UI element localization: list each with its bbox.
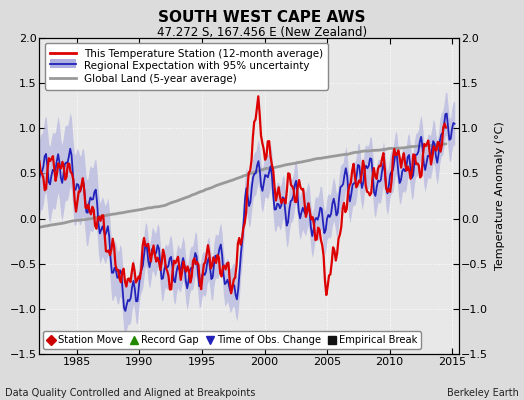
Y-axis label: Temperature Anomaly (°C): Temperature Anomaly (°C)	[495, 122, 505, 270]
Legend: Station Move, Record Gap, Time of Obs. Change, Empirical Break: Station Move, Record Gap, Time of Obs. C…	[43, 331, 421, 349]
Text: 47.272 S, 167.456 E (New Zealand): 47.272 S, 167.456 E (New Zealand)	[157, 26, 367, 39]
Text: Berkeley Earth: Berkeley Earth	[447, 388, 519, 398]
Text: Data Quality Controlled and Aligned at Breakpoints: Data Quality Controlled and Aligned at B…	[5, 388, 256, 398]
Text: SOUTH WEST CAPE AWS: SOUTH WEST CAPE AWS	[158, 10, 366, 25]
